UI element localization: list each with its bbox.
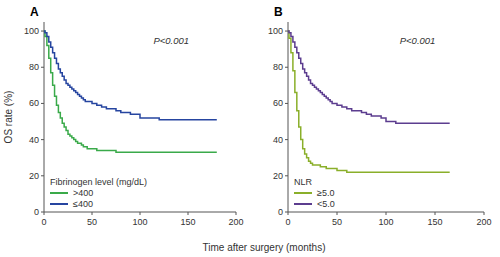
- legend: NLR ≥5.0<5.0: [294, 177, 335, 209]
- legend-label: >400: [73, 188, 93, 198]
- y-axis-line: [288, 22, 289, 212]
- y-tick-label: 80: [29, 62, 39, 72]
- x-tick-label: 150: [180, 217, 195, 227]
- y-tick: [285, 67, 288, 68]
- y-tick-label: 0: [278, 207, 283, 217]
- y-tick-label: 100: [24, 26, 39, 36]
- y-tick-label: 20: [29, 171, 39, 181]
- x-tick: [188, 212, 189, 215]
- x-tick-label: 50: [87, 217, 97, 227]
- x-tick: [435, 212, 436, 215]
- chart-root: 050100150200020406080100OS rate (%)AP<0.…: [0, 0, 500, 257]
- x-tick-label: 0: [41, 217, 46, 227]
- y-tick: [285, 31, 288, 32]
- legend-label: ≤400: [73, 199, 93, 209]
- x-tick-label: 200: [476, 217, 491, 227]
- survival-curve: [44, 31, 217, 152]
- legend: Fibrinogen level (mg/dL)>400≤400: [50, 177, 147, 209]
- legend-label: <5.0: [317, 199, 335, 209]
- panel-label: B: [274, 5, 283, 19]
- y-tick: [285, 175, 288, 176]
- y-tick: [41, 67, 44, 68]
- y-tick: [41, 31, 44, 32]
- y-tick-label: 80: [273, 62, 283, 72]
- p-value: P<0.001: [153, 35, 189, 46]
- plot-area: [288, 31, 450, 172]
- survival-curve: [288, 31, 450, 123]
- x-tick-label: 50: [332, 217, 342, 227]
- y-axis-line: [44, 22, 45, 212]
- x-tick: [484, 212, 485, 215]
- legend-swatch: [294, 192, 312, 194]
- p-value: P<0.001: [400, 35, 436, 46]
- y-tick: [285, 103, 288, 104]
- x-axis-label: Time after surgery (months): [203, 242, 326, 253]
- legend-swatch: [50, 203, 68, 205]
- x-tick: [236, 212, 237, 215]
- legend-label: ≥5.0: [317, 188, 334, 198]
- y-tick: [41, 175, 44, 176]
- survival-curve: [288, 31, 450, 172]
- x-tick: [140, 212, 141, 215]
- x-tick: [386, 212, 387, 215]
- x-tick-label: 0: [285, 217, 290, 227]
- x-tick: [92, 212, 93, 215]
- survival-curve: [44, 31, 217, 120]
- panel: 0 50 100 150 200 0 20 40 60 80 100 B P<0.001 NLR ≥5.0<…: [268, 5, 492, 227]
- x-tick: [337, 212, 338, 215]
- legend-title: Fibrinogen level (mg/dL): [50, 177, 147, 187]
- y-tick-label: 0: [34, 207, 39, 217]
- y-tick: [285, 212, 288, 213]
- y-tick-label: 60: [273, 98, 283, 108]
- legend-swatch: [50, 192, 68, 194]
- y-tick-label: 40: [29, 135, 39, 145]
- y-tick: [41, 139, 44, 140]
- y-axis-label: OS rate (%): [3, 91, 14, 144]
- y-tick-label: 20: [273, 171, 283, 181]
- y-tick-label: 60: [29, 98, 39, 108]
- y-tick-label: 40: [273, 135, 283, 145]
- legend-title: NLR: [294, 177, 313, 187]
- x-tick-label: 100: [378, 217, 393, 227]
- panel: 0 50 100 150 200 0 20 40 60 80 100 OS rate (%) A P<0.…: [3, 5, 244, 227]
- y-tick: [41, 212, 44, 213]
- y-tick-label: 100: [268, 26, 283, 36]
- y-tick: [41, 103, 44, 104]
- x-tick-label: 150: [427, 217, 442, 227]
- plot-area: [44, 31, 217, 152]
- y-tick: [285, 139, 288, 140]
- legend-swatch: [294, 203, 312, 205]
- x-tick-label: 100: [132, 217, 147, 227]
- panel-label: A: [30, 5, 39, 19]
- x-tick-label: 200: [228, 217, 243, 227]
